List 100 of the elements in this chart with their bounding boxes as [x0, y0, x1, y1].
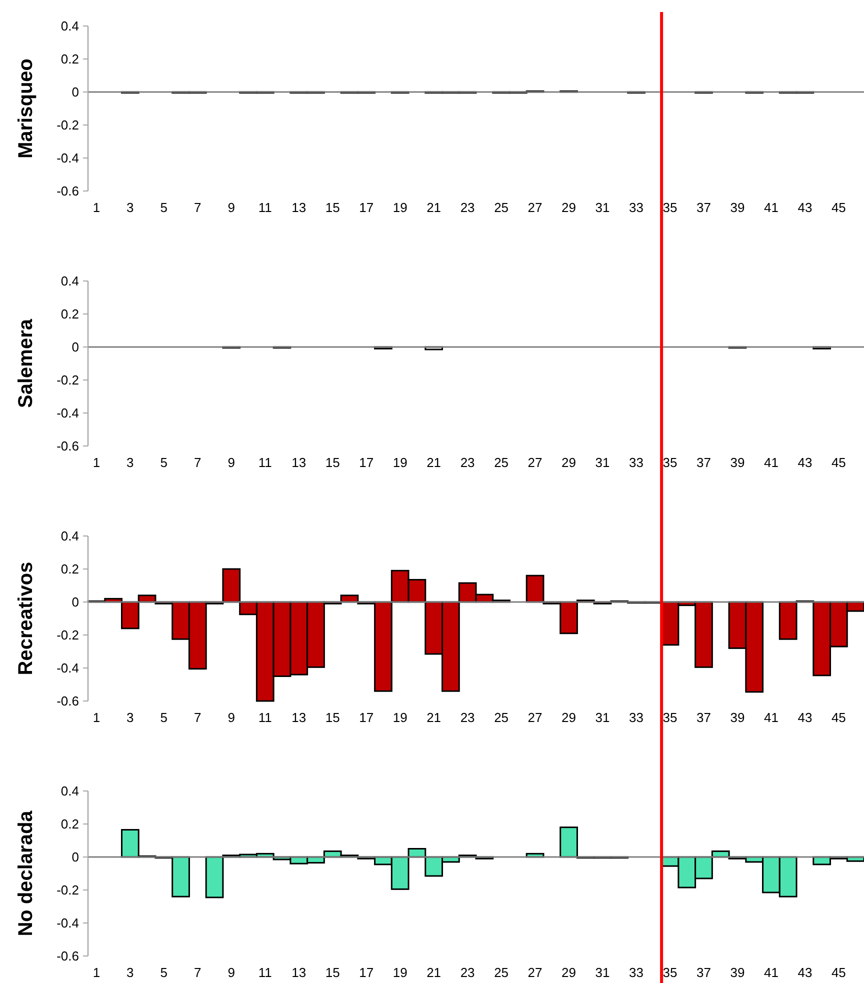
x-tick-label: 7: [194, 455, 202, 470]
x-tick-label: 29: [562, 965, 576, 980]
y-tick-label: 0.4: [60, 528, 79, 544]
y-tick-label: 0: [72, 594, 79, 610]
x-tick-label: 19: [392, 710, 408, 725]
y-tick-label: 0.4: [60, 274, 79, 289]
x-tick-label: 1: [92, 710, 100, 725]
x-tick-label: 5: [160, 455, 168, 470]
x-tick-label: 9: [228, 455, 236, 470]
x-tick-label: 41: [764, 200, 778, 215]
x-tick-label: 27: [528, 965, 542, 980]
x-tick-label: 21: [426, 455, 442, 470]
x-tick-label: 37: [696, 455, 711, 470]
x-tick-label: 15: [325, 455, 340, 470]
x-tick-label: 39: [730, 200, 745, 215]
y-tick-label: -0.4: [56, 916, 79, 931]
y-tick-label: 0.2: [60, 52, 79, 67]
x-tick-label: 13: [292, 965, 306, 980]
y-tick-label: -0.6: [56, 948, 79, 964]
x-tick-label: 13: [292, 710, 306, 725]
x-tick-label: 1: [92, 200, 100, 215]
x-tick-label: 19: [392, 455, 408, 470]
x-tick-label: 7: [194, 710, 202, 725]
x-tick-label: 25: [494, 710, 509, 725]
x-tick-label: 19: [392, 965, 408, 980]
y-tick-label: 0.2: [60, 816, 79, 832]
y-tick-label: 0: [72, 850, 79, 865]
x-tick-label: 5: [160, 965, 168, 980]
x-tick-label: 19: [392, 200, 408, 215]
x-tick-label: 23: [460, 710, 475, 725]
x-tick-label: 39: [730, 965, 745, 980]
y-tick-label: -0.4: [56, 660, 79, 676]
y-axis-title: Recreativos: [15, 562, 37, 676]
y-tick-label: 0.4: [60, 784, 79, 799]
y-tick-label: -0.2: [56, 372, 79, 388]
x-tick-label: 31: [595, 200, 610, 215]
x-tick-label: 45: [831, 200, 846, 215]
x-tick-label: 35: [662, 965, 678, 980]
x-tick-label: 21: [426, 200, 442, 215]
y-tick-label: -0.2: [56, 628, 79, 643]
x-tick-label: 3: [126, 455, 134, 470]
x-tick-label: 43: [798, 200, 812, 215]
x-tick-label: 33: [629, 455, 644, 470]
x-tick-label: 35: [662, 200, 678, 215]
x-tick-label: 37: [696, 200, 711, 215]
x-tick-label: 17: [359, 710, 374, 725]
y-tick-label: -0.6: [56, 438, 79, 454]
x-tick-label: 33: [629, 200, 644, 215]
x-tick-label: 45: [831, 965, 846, 980]
x-tick-label: 11: [258, 455, 272, 470]
x-tick-label: 33: [629, 710, 644, 725]
y-tick-label: 0: [72, 84, 79, 100]
x-tick-label: 3: [126, 200, 134, 215]
y-tick-label: 0.2: [60, 562, 79, 577]
x-tick-label: 17: [359, 965, 374, 980]
y-tick-label: 0.4: [60, 18, 79, 34]
x-tick-label: 27: [528, 710, 542, 725]
x-tick-label: 1: [92, 965, 100, 980]
x-tick-label: 5: [160, 200, 168, 215]
x-tick-label: 43: [798, 710, 812, 725]
y-tick-label: -0.6: [56, 184, 79, 199]
x-tick-label: 23: [460, 455, 475, 470]
y-tick-label: -0.6: [56, 694, 79, 709]
x-tick-label: 45: [831, 710, 846, 725]
y-tick-label: -0.4: [56, 150, 79, 166]
x-tick-label: 23: [460, 200, 475, 215]
x-tick-label: 39: [730, 455, 745, 470]
x-tick-label: 15: [325, 965, 340, 980]
x-tick-label: 41: [764, 965, 778, 980]
y-axis-title: Salemera: [15, 318, 37, 408]
x-tick-label: 3: [126, 965, 134, 980]
y-tick-label: -0.2: [56, 882, 79, 898]
x-tick-label: 45: [831, 455, 846, 470]
x-tick-label: 29: [562, 710, 576, 725]
x-tick-label: 31: [595, 710, 610, 725]
x-tick-label: 35: [662, 710, 678, 725]
y-tick-label: 0: [72, 340, 79, 355]
x-tick-label: 11: [258, 710, 272, 725]
x-tick-label: 1: [92, 455, 100, 470]
x-tick-label: 9: [228, 200, 236, 215]
y-axis-title: No declarada: [15, 810, 37, 936]
x-tick-label: 29: [562, 200, 576, 215]
x-tick-label: 39: [730, 710, 745, 725]
x-tick-label: 29: [562, 455, 576, 470]
x-tick-label: 25: [494, 200, 509, 215]
x-tick-label: 17: [359, 455, 374, 470]
x-tick-label: 9: [228, 965, 236, 980]
x-tick-label: 17: [359, 200, 374, 215]
x-tick-label: 21: [426, 710, 442, 725]
x-tick-label: 31: [595, 455, 610, 470]
x-tick-label: 5: [160, 710, 168, 725]
x-tick-label: 31: [595, 965, 610, 980]
x-tick-label: 27: [528, 200, 542, 215]
x-tick-label: 7: [194, 200, 202, 215]
x-tick-label: 9: [228, 710, 236, 725]
x-tick-label: 37: [696, 965, 711, 980]
x-tick-label: 41: [764, 455, 778, 470]
x-tick-label: 23: [460, 965, 475, 980]
x-tick-label: 11: [258, 200, 272, 215]
x-tick-label: 21: [426, 965, 442, 980]
